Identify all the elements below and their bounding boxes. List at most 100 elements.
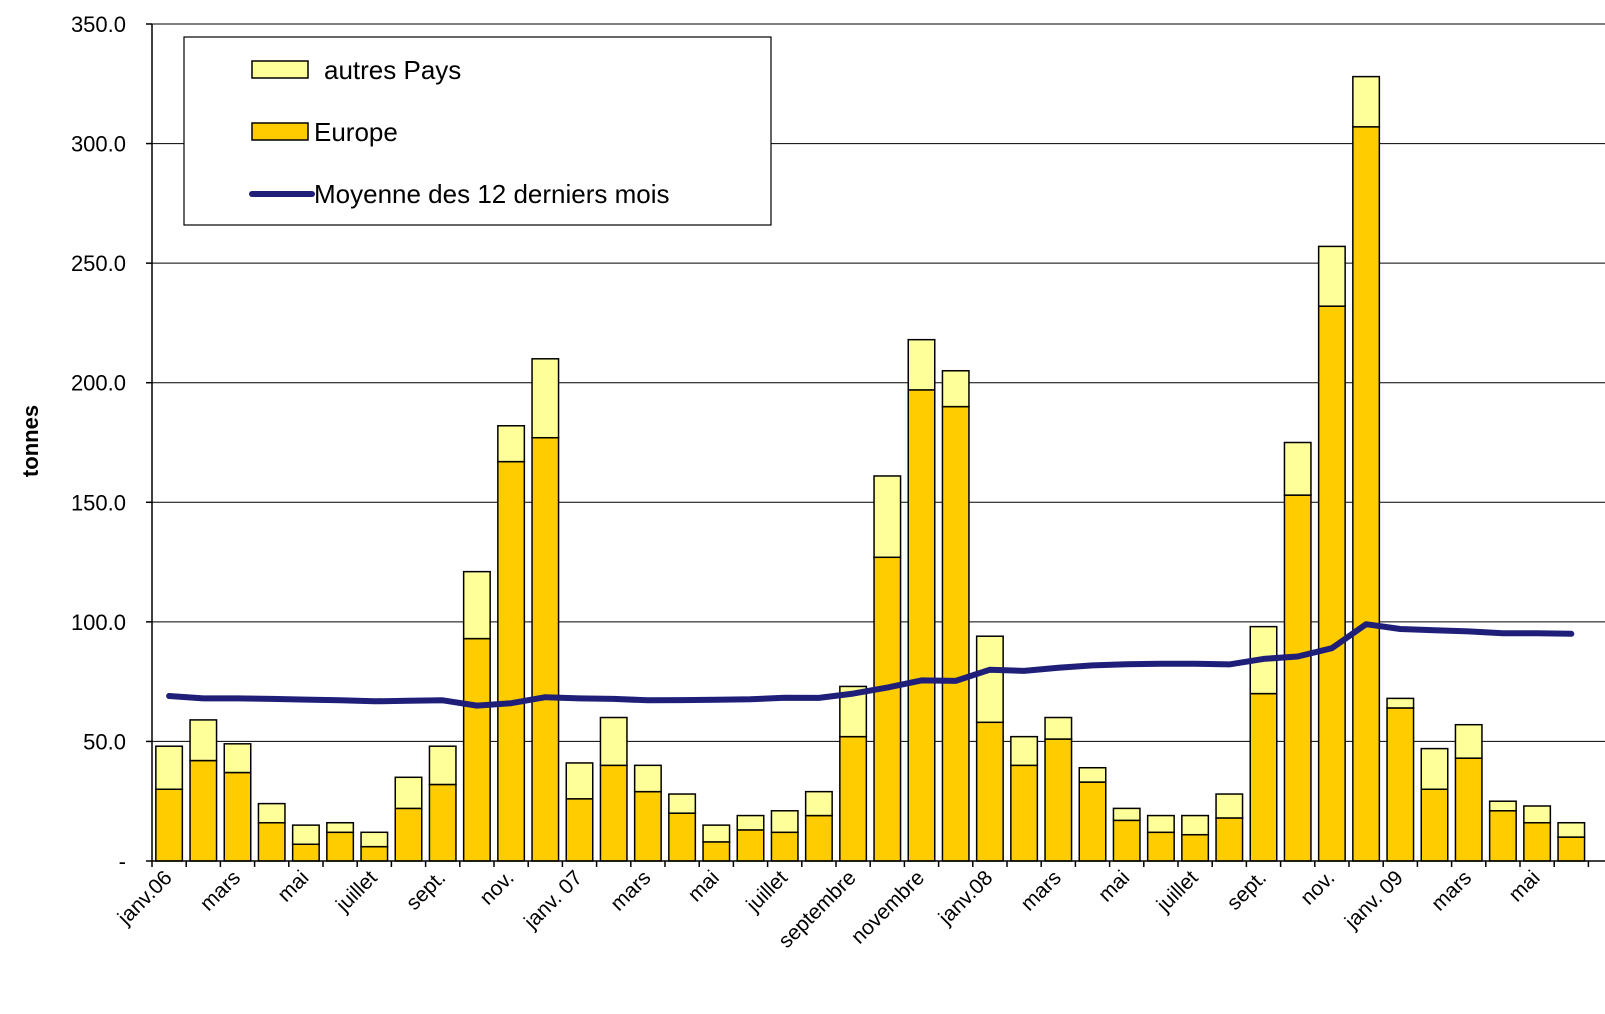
y-tick-label: 100.0 <box>71 610 126 635</box>
bar-europe <box>975 721 1004 862</box>
bar-europe <box>1146 831 1175 862</box>
bar-autres-pays <box>531 358 560 439</box>
axes <box>151 23 1605 862</box>
bar-europe <box>770 831 799 862</box>
bar-europe <box>1454 757 1483 862</box>
bar-autres-pays <box>770 810 799 834</box>
y-tick-label: - <box>119 849 126 874</box>
y-tick-label: 300.0 <box>71 132 126 157</box>
bar-europe <box>497 460 526 862</box>
bar-autres-pays <box>599 716 628 767</box>
bar-autres-pays <box>1010 735 1039 767</box>
bar-autres-pays <box>1112 807 1141 822</box>
x-tick-label: mai <box>1504 866 1544 906</box>
bar-autres-pays <box>1317 245 1346 307</box>
bar-autres-pays <box>1283 441 1312 496</box>
bar-europe <box>1112 819 1141 862</box>
bar-europe <box>702 841 731 862</box>
bar-europe <box>360 845 389 862</box>
bar-europe <box>1010 764 1039 862</box>
bar-autres-pays <box>360 831 389 848</box>
legend: autres Pays Europe Moyenne des 12 dernie… <box>183 36 772 226</box>
x-tick-label: janv. 07 <box>519 866 587 934</box>
bar-europe <box>633 790 662 862</box>
bar-autres-pays <box>1044 716 1073 740</box>
x-tick-label: nov. <box>1296 866 1339 909</box>
bar-europe <box>1317 305 1346 862</box>
bar-autres-pays <box>1078 766 1107 783</box>
x-tick-label: mai <box>273 866 313 906</box>
bar-autres-pays <box>1146 814 1175 834</box>
bar-europe <box>907 389 936 862</box>
y-tick-label: 200.0 <box>71 371 126 396</box>
x-tick-labels: janv.06 mars mai juillet sept. nov. janv. 07 ma… <box>113 861 1590 953</box>
bar-europe <box>599 764 628 862</box>
y-tick-label: 350.0 <box>71 12 126 37</box>
bar-autres-pays <box>462 570 491 640</box>
y-tick-labels: - 50.0 100.0 150.0 200.0 250.0 300.0 350.0 <box>71 12 152 874</box>
legend-label-europe: Europe <box>314 117 398 147</box>
bar-europe <box>565 798 594 862</box>
x-tick-label: janv.06 <box>113 866 177 930</box>
bar-autres-pays <box>1420 747 1449 791</box>
bar-europe <box>1044 738 1073 862</box>
bar-autres-pays <box>1454 723 1483 759</box>
bar-europe <box>462 637 491 862</box>
bar-europe <box>1181 833 1210 862</box>
x-tick-label: mars <box>1427 866 1476 915</box>
bar-autres-pays <box>291 824 320 846</box>
bar-europe <box>155 788 184 862</box>
x-tick-label: sept. <box>1223 866 1271 914</box>
bar-europe <box>1420 788 1449 862</box>
x-tick-label: mai <box>684 866 724 906</box>
bar-autres-pays <box>1215 793 1244 819</box>
y-tick-label: 150.0 <box>71 490 126 515</box>
x-tick-label: juillet <box>741 866 792 917</box>
bar-europe <box>257 821 286 862</box>
bar-autres-pays <box>394 776 423 810</box>
x-tick-label: sept. <box>402 866 450 914</box>
bar-autres-pays <box>941 370 970 408</box>
bar-europe <box>1283 494 1312 862</box>
x-tick-label: juillet <box>1152 866 1203 917</box>
bar-europe <box>394 807 423 862</box>
bar-europe <box>668 812 697 862</box>
bar-europe <box>1249 692 1278 862</box>
bar-europe <box>1352 126 1381 862</box>
y-axis-title: tonnes <box>18 405 43 477</box>
bar-autres-pays <box>702 824 731 843</box>
bar-autres-pays <box>804 790 833 817</box>
x-tick-label: mars <box>606 866 655 915</box>
x-tick-label: mars <box>196 866 245 915</box>
bar-autres-pays <box>668 793 697 814</box>
bar-europe <box>291 843 320 862</box>
bar-europe <box>1523 821 1552 862</box>
bar-autres-pays <box>497 425 526 463</box>
bar-autres-pays <box>1181 814 1210 836</box>
bar-europe <box>1215 817 1244 862</box>
bar-autres-pays <box>633 764 662 793</box>
average-line <box>166 621 1575 709</box>
legend-swatch-europe <box>251 122 309 141</box>
x-tick-label: novembre <box>847 866 929 948</box>
bar-europe <box>1488 810 1517 862</box>
bar-europe <box>804 814 833 862</box>
bar-autres-pays <box>1557 821 1586 838</box>
bar-europe <box>223 771 252 862</box>
bar-autres-pays <box>326 821 355 834</box>
legend-label-autres-pays: autres Pays <box>324 55 461 85</box>
x-tick-label: juillet <box>331 866 382 917</box>
bar-autres-pays <box>223 743 252 774</box>
x-tick-label: janv.08 <box>934 866 998 930</box>
legend-label-average: Moyenne des 12 derniers mois <box>314 179 670 209</box>
y-tick-label: 50.0 <box>83 729 126 754</box>
bar-autres-pays <box>873 475 902 559</box>
bar-europe <box>736 829 765 862</box>
bar-europe <box>1557 836 1586 862</box>
bar-autres-pays <box>1488 800 1517 812</box>
bar-autres-pays <box>1352 75 1381 128</box>
x-tick-label: nov. <box>475 866 518 909</box>
bar-autres-pays <box>1386 697 1415 709</box>
bar-autres-pays <box>257 802 286 824</box>
